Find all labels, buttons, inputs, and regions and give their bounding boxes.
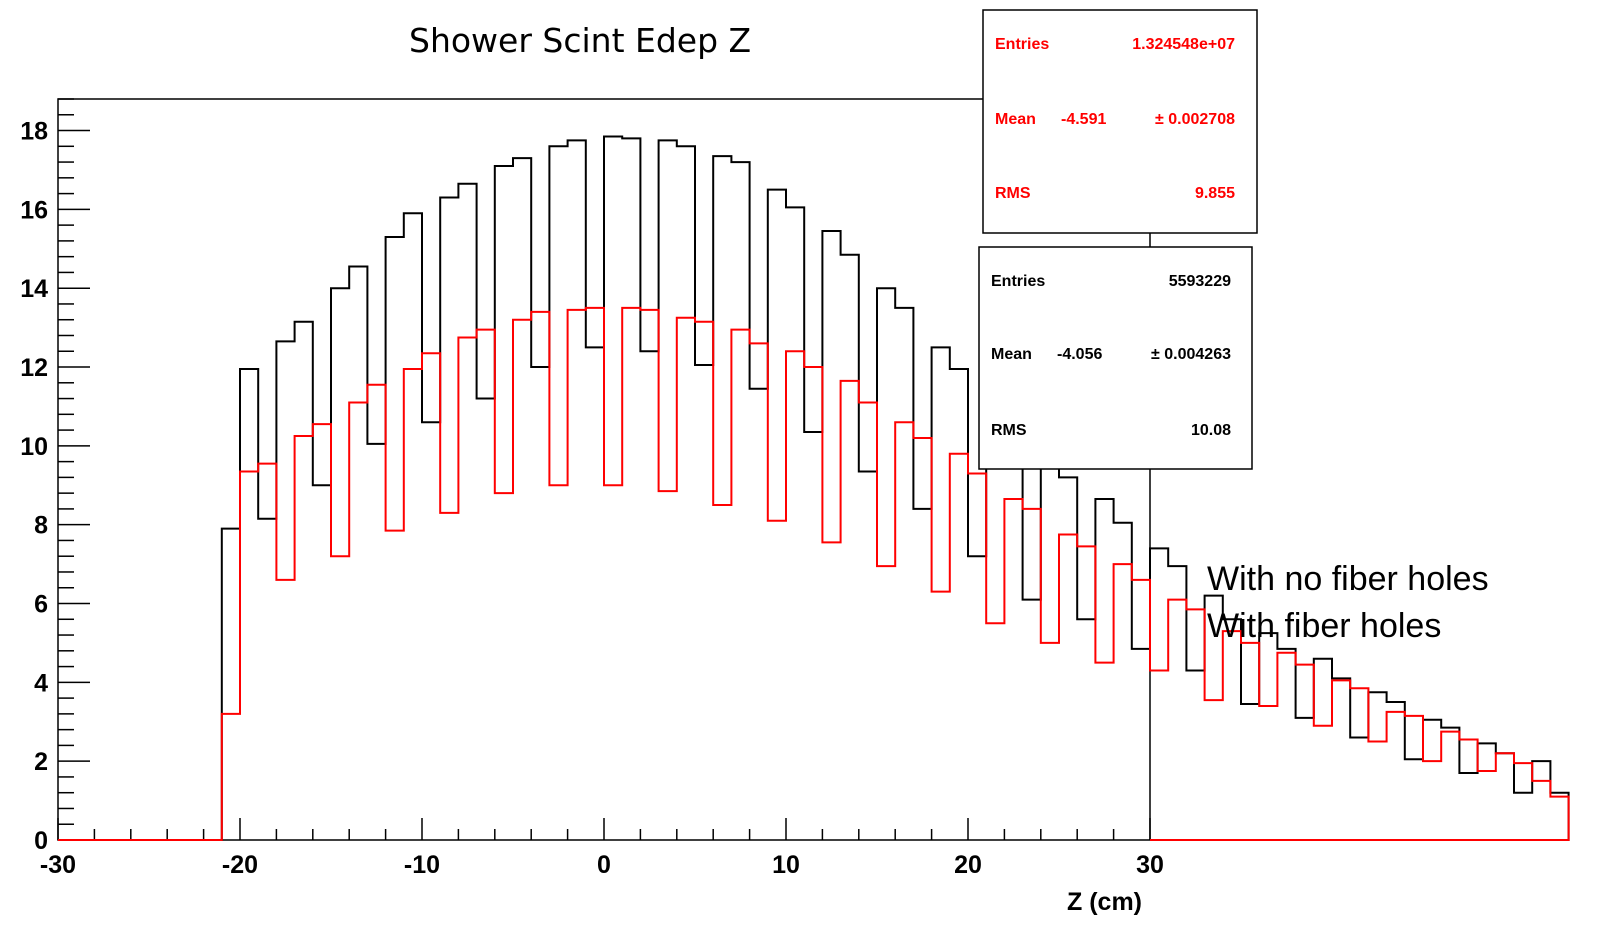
y-tick-label: 14	[20, 275, 48, 303]
y-tick-label: 10	[20, 433, 48, 461]
legend-label-holes: With fiber holes	[1207, 607, 1441, 645]
stats-value: -4.056	[1057, 346, 1102, 363]
x-tick-label: -20	[222, 851, 258, 879]
stats-label: RMS	[991, 422, 1027, 439]
chart-title: Shower Scint Edep Z	[409, 21, 751, 60]
axis-tick-labels: -30 -20 -10 0 10 20 30 0 2 4 6 8 10 12 14 16 18	[20, 118, 1164, 879]
stats-label: Mean	[991, 346, 1032, 363]
stats-error: ± 0.004263	[1151, 346, 1231, 363]
y-tick-label: 16	[20, 196, 48, 224]
stats-label: Entries	[995, 36, 1049, 53]
stats-boxes: Entries 1.324548e+07 Mean -4.591 ± 0.002708 R…	[978, 9, 1258, 470]
stats-value: 9.855	[1195, 185, 1235, 202]
y-tick-label: 8	[34, 512, 48, 540]
x-tick-label: 10	[772, 851, 800, 879]
series-with-fiber-holes	[58, 135, 1570, 841]
x-axis-title: Z (cm)	[1067, 888, 1142, 916]
stats-value: -4.591	[1061, 111, 1106, 128]
stats-error: ± 0.002708	[1155, 111, 1235, 128]
stats-box	[982, 9, 1258, 234]
x-tick-label: 30	[1136, 851, 1164, 879]
legend-label-no-holes: With no fiber holes	[1207, 560, 1489, 598]
stats-value: 1.324548e+07	[1132, 36, 1235, 53]
histogram-series	[58, 135, 1570, 841]
stats-value: 10.08	[1191, 422, 1231, 439]
stats-label: Entries	[991, 273, 1045, 290]
series-no-fiber-holes	[58, 306, 1570, 841]
stats-value: 5593229	[1169, 273, 1231, 290]
x-tick-label: 20	[954, 851, 982, 879]
y-tick-label: 0	[34, 827, 48, 855]
y-tick-label: 4	[34, 669, 48, 697]
x-tick-label: -10	[404, 851, 440, 879]
stats-box	[978, 246, 1253, 470]
x-tick-label: 0	[597, 851, 611, 879]
y-tick-label: 12	[20, 354, 48, 382]
y-tick-label: 2	[34, 748, 48, 776]
x-tick-label: -30	[40, 851, 76, 879]
y-tick-label: 18	[20, 118, 48, 146]
y-tick-label: 6	[34, 591, 48, 619]
axis-ticks	[57, 98, 1151, 841]
stats-label: Mean	[995, 111, 1036, 128]
stats-label: RMS	[995, 185, 1031, 202]
